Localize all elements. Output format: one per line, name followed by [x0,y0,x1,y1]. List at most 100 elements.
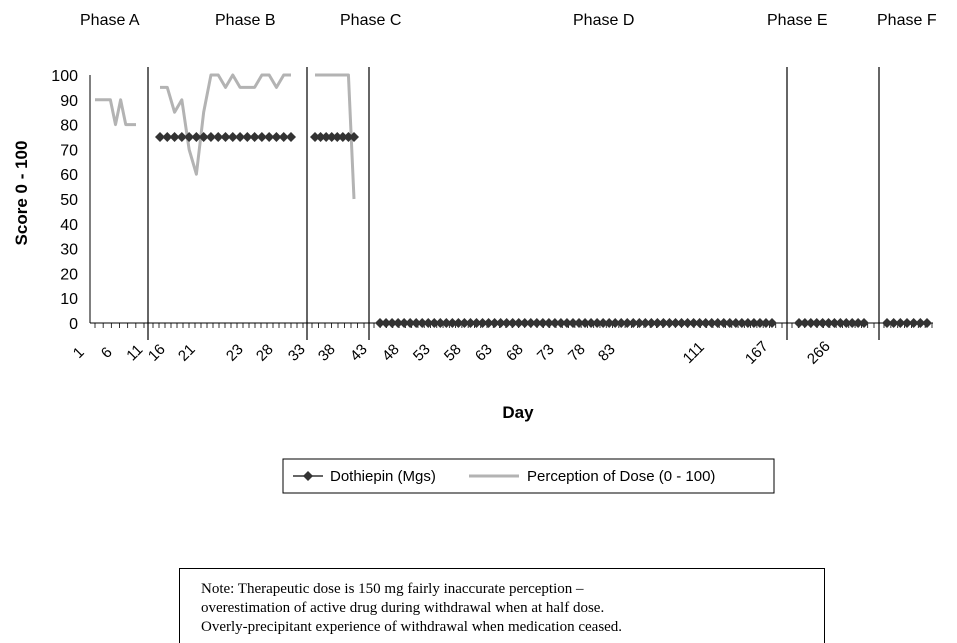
data-point [805,318,816,328]
data-point [310,132,320,142]
data-point [429,318,440,328]
data-point [676,318,687,328]
data-point [652,318,663,328]
data-point [604,318,615,328]
x-tick-label: 53 [410,341,434,365]
phase-label-a: Phase A [80,12,140,29]
data-point [435,318,446,328]
data-point [628,318,639,328]
data-point [387,318,398,328]
x-tick-label: 33 [285,341,309,365]
data-point [343,132,354,142]
x-tick-label: 78 [565,341,589,365]
data-point [489,318,500,328]
data-point [592,318,603,328]
series-line [95,98,136,127]
y-tick-label: 10 [60,291,78,308]
data-point [321,132,332,142]
data-point [794,318,804,328]
data-point [754,318,765,328]
data-point [495,318,506,328]
x-tick-label: 58 [441,341,465,365]
data-point [895,318,906,328]
y-axis-title: Score 0 - 100 [12,141,31,246]
x-tick-label: 43 [347,341,371,365]
data-point [162,132,173,142]
y-tick-label: 60 [60,167,78,184]
x-tick-label: 266 [804,338,834,368]
data-point [760,318,771,328]
data-point [249,132,260,142]
y-tick-label: 40 [60,217,78,234]
y-tick-label: 90 [60,93,78,110]
data-point [326,132,337,142]
data-point [513,318,524,328]
data-point [567,318,578,328]
data-point [271,132,282,142]
data-point [525,318,536,328]
data-point [278,132,289,142]
data-point [730,318,741,328]
data-point [417,318,428,328]
data-point [169,132,180,142]
data-point [908,318,919,328]
data-point [477,318,488,328]
phase-label-d: Phase D [573,12,634,29]
data-point [670,318,681,328]
data-point [337,132,348,142]
data-point [483,318,494,328]
x-tick-label: 28 [253,341,277,365]
series-line [315,73,356,200]
legend-label-dothiepin: Dothiepin (Mgs) [330,468,436,485]
data-point [411,318,422,328]
note-line-1: Note: Therapeutic dose is 150 mg fairly … [201,581,584,597]
data-point [405,318,416,328]
x-axis-title: Day [502,403,534,422]
data-point [286,132,296,142]
data-point [375,318,385,328]
data-point [823,318,834,328]
data-point [811,318,822,328]
data-point [459,318,470,328]
data-point [718,318,729,328]
data-point [315,132,326,142]
x-tick-label: 63 [472,341,496,365]
data-point [465,318,476,328]
note-line-2: overestimation of active drug during wit… [201,600,605,616]
data-point [155,132,165,142]
data-point [191,132,202,142]
x-tick-label: 16 [145,341,169,365]
data-point [220,132,231,142]
x-tick-label: 111 [680,339,708,367]
data-point [393,318,404,328]
data-point [767,318,777,328]
data-point [519,318,530,328]
data-point [859,318,869,328]
data-point [835,318,846,328]
data-point [598,318,609,328]
data-point [423,318,434,328]
data-point [742,318,753,328]
data-point [227,132,238,142]
legend: Dothiepin (Mgs) Perception of Dose (0 - … [282,458,775,494]
legend-label-perception: Perception of Dose (0 - 100) [527,468,715,485]
data-point [646,318,657,328]
phase-label-f: Phase F [877,12,937,29]
data-point [847,318,858,328]
x-tick-label: 83 [595,341,619,365]
x-tick-label: 38 [315,341,339,365]
data-point [853,318,864,328]
phase-label-e: Phase E [767,12,827,29]
y-tick-label: 0 [69,316,78,333]
x-tick-label: 23 [223,341,247,365]
note-line-3: Overly-precipitant experience of withdra… [201,619,623,635]
data-point [799,318,810,328]
data-point [688,318,699,328]
legend-marker-dothiepin [303,471,313,481]
data-point [256,132,267,142]
data-point [471,318,482,328]
series-dothiepin [155,132,932,328]
data-point [586,318,597,328]
data-point [176,132,187,142]
data-point [748,318,759,328]
